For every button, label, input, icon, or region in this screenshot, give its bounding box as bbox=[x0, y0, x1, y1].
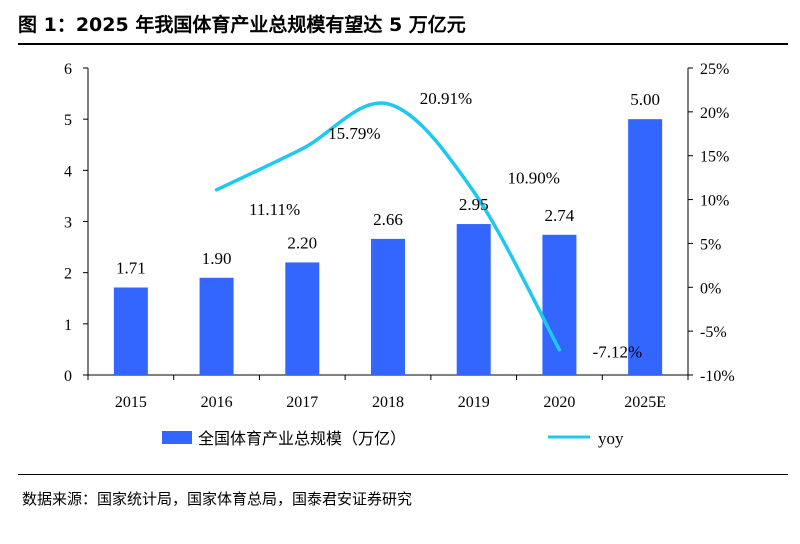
yoy-value-label: 20.91% bbox=[420, 89, 472, 108]
x-tick-label: 2019 bbox=[458, 394, 490, 411]
data-labels: 1.71 1.90 2.20 2.66 2.95 2.74 5.00 11.11% 15.79%… bbox=[116, 89, 660, 362]
bars bbox=[113, 119, 663, 376]
yoy-value-label: 11.11% bbox=[249, 200, 300, 219]
right-tick-label: 20% bbox=[700, 105, 729, 122]
left-tick-label: 2 bbox=[64, 266, 72, 283]
left-tick-label: 4 bbox=[64, 163, 72, 180]
bar-value-label: 2.66 bbox=[373, 210, 403, 229]
chart-title: 图 1：2025 年我国体育产业总规模有望达 5 万亿元 bbox=[18, 14, 466, 36]
bar-value-label: 5.00 bbox=[630, 90, 660, 109]
bar-2018 bbox=[371, 238, 405, 375]
bar-2025E bbox=[628, 119, 663, 376]
bar-value-label: 1.71 bbox=[116, 259, 146, 278]
bar-value-label: 2.95 bbox=[459, 195, 489, 214]
bar-value-label: 2.74 bbox=[545, 206, 575, 225]
source-note: 数据来源：国家统计局，国家体育总局，国泰君安证券研究 bbox=[22, 490, 413, 508]
left-tick-label: 0 bbox=[64, 368, 72, 385]
x-tick-label: 2018 bbox=[372, 394, 404, 411]
right-tick-label: -10% bbox=[700, 368, 735, 385]
right-tick-label: 0% bbox=[700, 280, 721, 297]
source-rule bbox=[18, 474, 788, 475]
x-tick-label: 2020 bbox=[543, 394, 575, 411]
yoy-value-label: 10.90% bbox=[508, 169, 560, 188]
legend-line-label: yoy bbox=[598, 429, 624, 448]
right-tick-label: 5% bbox=[700, 236, 721, 253]
bar-value-label: 2.20 bbox=[287, 233, 317, 252]
legend-bar-swatch bbox=[162, 431, 192, 444]
left-tick-label: 6 bbox=[64, 61, 72, 78]
bar-2019 bbox=[456, 224, 491, 375]
right-tick-label: -5% bbox=[700, 324, 727, 341]
yoy-line bbox=[214, 101, 562, 352]
yoy-value-label: -7.12% bbox=[593, 343, 643, 362]
yoy-value-label: 15.79% bbox=[328, 124, 380, 143]
yoy-series-line bbox=[214, 101, 562, 352]
x-tick-label: 2017 bbox=[286, 394, 318, 411]
right-tick-label: 25% bbox=[700, 61, 729, 78]
right-tick-label: 10% bbox=[700, 193, 729, 210]
bar-2015 bbox=[113, 287, 148, 375]
bar-2016 bbox=[199, 277, 234, 375]
left-tick-label: 3 bbox=[64, 215, 72, 232]
x-tick-label: 2016 bbox=[201, 394, 233, 411]
left-tick-label: 1 bbox=[64, 317, 72, 334]
x-tick-label: 2025E bbox=[624, 394, 666, 411]
legend: 全国体育产业总规模（万亿） yoy bbox=[162, 429, 624, 448]
bar-2017 bbox=[285, 262, 320, 375]
title-rule bbox=[18, 43, 788, 45]
right-tick-label: 15% bbox=[700, 149, 729, 166]
legend-bar-label: 全国体育产业总规模（万亿） bbox=[198, 429, 406, 448]
x-tick-label: 2015 bbox=[115, 394, 147, 411]
left-tick-label: 5 bbox=[64, 112, 72, 129]
bar-value-label: 1.90 bbox=[202, 249, 232, 268]
bar-2020 bbox=[542, 234, 577, 375]
